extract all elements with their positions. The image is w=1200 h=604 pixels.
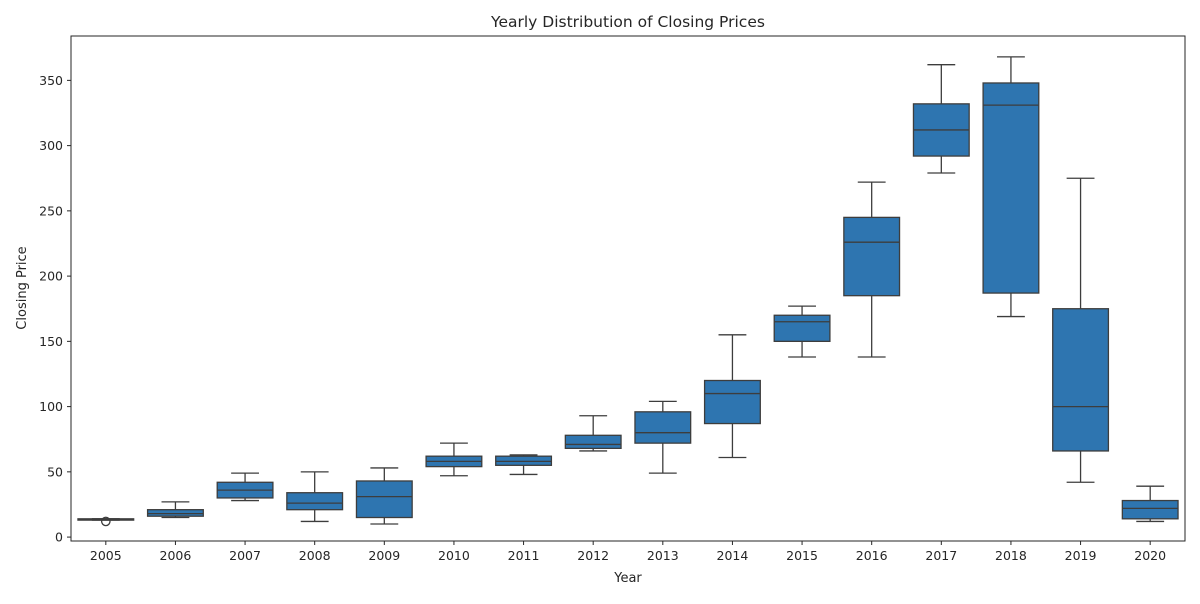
x-tick-label: 2010 <box>438 548 470 563</box>
box-2006 <box>146 501 204 519</box>
iqr-box <box>564 434 622 450</box>
iqr-box <box>703 379 761 425</box>
x-tick-label: 2009 <box>368 548 400 563</box>
plot-frame <box>70 35 1186 542</box>
chart-title: Yearly Distribution of Closing Prices <box>490 13 765 31</box>
box-2013 <box>634 400 692 474</box>
box-2005 <box>77 516 135 527</box>
x-axis-ticks: 2005 2006 2007 2008 2009 2010 2011 2012 2013 2014… <box>90 541 1166 563</box>
x-tick-label: 2014 <box>717 548 749 563</box>
x-tick-label: 2018 <box>995 548 1027 563</box>
box-2016 <box>843 181 901 358</box>
y-tick-label: 100 <box>39 399 63 414</box>
box-2010 <box>425 442 483 477</box>
x-tick-label: 2012 <box>577 548 609 563</box>
y-tick-label: 150 <box>39 334 63 349</box>
iqr-box <box>355 480 413 519</box>
iqr-box <box>286 492 344 511</box>
iqr-box <box>1052 308 1110 452</box>
x-tick-label: 2008 <box>299 548 331 563</box>
x-tick-label: 2020 <box>1134 548 1166 563</box>
x-tick-label: 2016 <box>856 548 888 563</box>
box-2007 <box>216 472 274 502</box>
outlier-point <box>100 516 111 527</box>
y-tick-label: 250 <box>39 203 63 218</box>
x-tick-label: 2011 <box>508 548 540 563</box>
iqr-box <box>495 455 553 466</box>
box-2014 <box>703 334 761 459</box>
iqr-box <box>634 411 692 444</box>
y-axis-label: Closing Price <box>15 246 30 329</box>
y-tick-label: 200 <box>39 269 63 284</box>
x-tick-label: 2017 <box>925 548 957 563</box>
box-2011 <box>495 454 553 476</box>
x-axis-label: Year <box>613 571 642 586</box>
x-tick-label: 2013 <box>647 548 679 563</box>
x-tick-label: 2019 <box>1065 548 1097 563</box>
x-tick-label: 2005 <box>90 548 122 563</box>
iqr-box <box>146 509 204 517</box>
box-2018 <box>982 56 1040 318</box>
x-tick-label: 2015 <box>786 548 818 563</box>
box-2019 <box>1052 177 1110 483</box>
box-2008 <box>286 471 344 523</box>
iqr-box <box>1121 499 1179 520</box>
box-2017 <box>912 64 970 174</box>
y-tick-label: 0 <box>55 530 63 545</box>
box-2012 <box>564 415 622 452</box>
iqr-box <box>843 216 901 297</box>
box-2009 <box>355 467 413 525</box>
x-tick-label: 2006 <box>160 548 192 563</box>
y-tick-label: 350 <box>39 73 63 88</box>
x-tick-label: 2007 <box>229 548 261 563</box>
box-2020 <box>1121 485 1179 523</box>
iqr-box <box>982 82 1040 294</box>
y-tick-label: 50 <box>47 464 63 479</box>
y-axis-ticks: 0 50 100 150 200 250 300 350 <box>39 73 71 545</box>
boxes-layer <box>77 56 1179 527</box>
box-2015 <box>773 305 831 358</box>
iqr-box <box>773 314 831 342</box>
y-tick-label: 300 <box>39 138 63 153</box>
